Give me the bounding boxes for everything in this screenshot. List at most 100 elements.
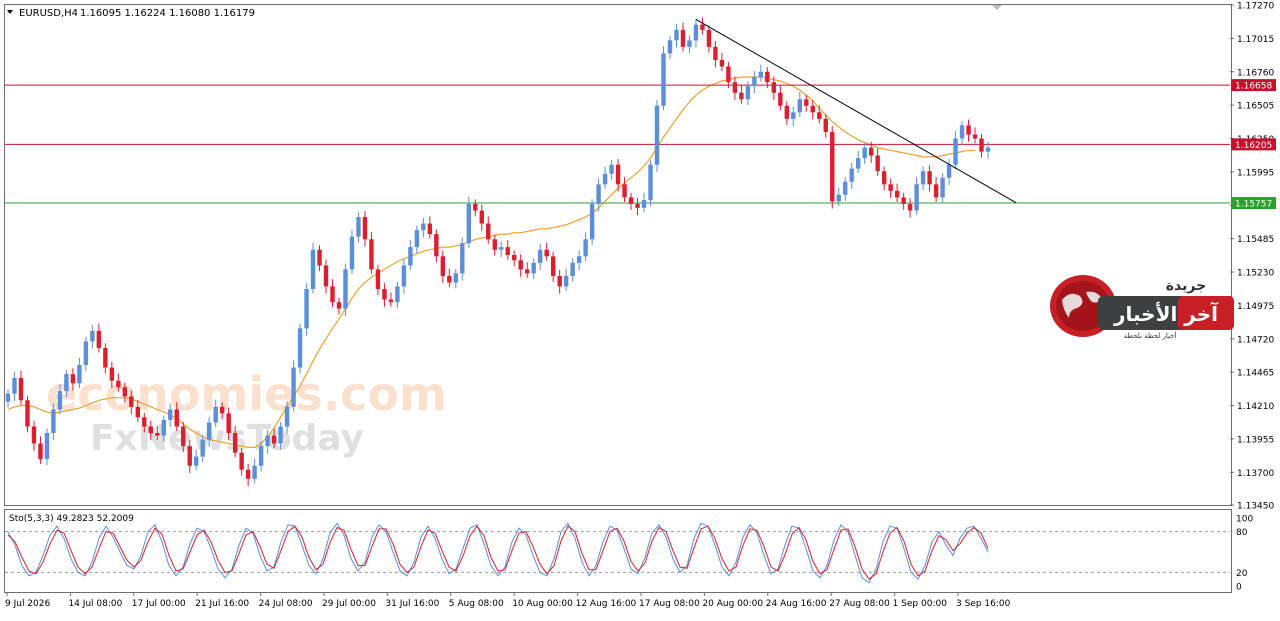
bull-candle	[589, 203, 595, 240]
bear-candle	[38, 443, 43, 460]
time-tick-label: 17 Aug 08:00	[639, 599, 700, 609]
stoch-tick-label: 20	[1236, 569, 1248, 579]
price-tick-label: 1.16760	[1237, 68, 1274, 78]
bear-candle	[109, 367, 115, 381]
bear-candle	[479, 210, 484, 224]
bull-candle	[213, 406, 218, 423]
bull-candle	[940, 177, 945, 198]
bull-candle	[349, 236, 355, 270]
bull-candle	[408, 247, 413, 266]
candles	[5, 17, 991, 487]
bear-candle	[129, 396, 134, 407]
time-tick-label: 3 Sep 16:00	[956, 599, 1011, 609]
bull-candle	[12, 378, 17, 394]
price-tick-label: 1.15485	[1237, 235, 1274, 245]
time-tick-label: 17 Jul 00:00	[132, 599, 186, 609]
scroll-marker-icon[interactable]	[992, 5, 1002, 10]
bear-candle	[868, 147, 874, 156]
bull-candle	[745, 86, 751, 100]
bull-candle	[57, 391, 63, 410]
symbol-label[interactable]: EURUSD,H4	[19, 8, 78, 19]
bull-candle	[563, 275, 569, 287]
bear-candle	[778, 92, 783, 106]
bull-candle	[797, 99, 802, 113]
symbol-dropdown-icon[interactable]	[7, 10, 13, 14]
bull-candle	[914, 184, 919, 211]
bear-candle	[271, 435, 277, 444]
bull-candle	[258, 446, 264, 466]
bear-candle	[765, 71, 770, 83]
bull-candle	[791, 112, 796, 119]
bear-candle	[174, 409, 179, 427]
bear-candle	[96, 330, 102, 348]
bear-candle	[544, 249, 549, 257]
bear-candle	[933, 184, 939, 198]
bull-candle	[310, 249, 316, 290]
price-tick-label: 1.16505	[1237, 102, 1274, 112]
bull-candle	[460, 243, 465, 274]
level-price-label: 1.16205	[1235, 141, 1272, 151]
bear-candle	[622, 184, 627, 198]
bear-candle	[330, 286, 335, 303]
bull-candle	[168, 409, 173, 420]
bear-candle	[706, 29, 712, 47]
bear-candle	[317, 249, 322, 266]
bear-candle	[810, 105, 815, 113]
bear-candle	[635, 203, 640, 208]
ohlc-values: 1.16095 1.16224 1.16080 1.16179	[80, 8, 255, 19]
bull-candle	[836, 194, 841, 202]
time-tick-label: 12 Aug 16:00	[576, 599, 637, 609]
price-tick-label: 1.17270	[1237, 2, 1274, 12]
level-price-tag	[1231, 138, 1276, 151]
bull-candle	[959, 125, 965, 139]
bear-candle	[232, 433, 238, 453]
time-tick-label: 31 Jul 16:00	[385, 599, 439, 609]
bull-candle	[291, 367, 296, 407]
price-tick-label: 1.15230	[1237, 269, 1274, 279]
bear-candle	[888, 184, 893, 191]
bear-candle	[375, 269, 381, 290]
time-tick-label: 10 Aug 00:00	[512, 599, 573, 609]
bear-candle	[239, 452, 244, 470]
bull-candle	[161, 419, 166, 436]
time-axis: 9 Jul 2026 14 Jul 08:00 17 Jul 00:00 21 Jul…	[5, 592, 1011, 609]
bear-candle	[719, 59, 725, 67]
bull-candle	[648, 164, 653, 201]
bear-candle	[550, 256, 556, 276]
time-tick-label: 24 Jul 08:00	[259, 599, 313, 609]
watermark-economies: economies.com	[46, 367, 447, 421]
bull-candle	[194, 456, 199, 466]
bull-candle	[284, 406, 290, 427]
bear-candle	[907, 203, 913, 211]
bear-candle	[369, 239, 374, 270]
stochastic-panel: Sto(5,3,3) 49.2823 52.2009 100 80 20 0	[5, 514, 1253, 593]
bear-candle	[70, 374, 76, 384]
bear-candle	[901, 197, 906, 204]
bull-candle	[466, 203, 471, 244]
bull-candle	[83, 341, 89, 365]
bull-candle	[499, 247, 504, 250]
bear-candle	[473, 203, 478, 211]
bull-candle	[395, 286, 400, 303]
bear-candle	[155, 433, 160, 436]
bull-candle	[5, 393, 11, 402]
bear-candle	[245, 469, 251, 479]
bear-candle	[927, 171, 932, 185]
bull-candle	[602, 173, 608, 185]
bear-candle	[518, 260, 523, 270]
time-tick-label: 21 Jul 16:00	[195, 599, 249, 609]
stoch-tick-label: 100	[1236, 515, 1253, 525]
price-tick-label: 1.13700	[1237, 469, 1274, 479]
stochastic-label: Sto(5,3,3) 49.2823 52.2009	[9, 514, 134, 524]
bear-candle	[525, 269, 530, 274]
bear-candle	[771, 82, 777, 93]
time-tick-label: 29 Jul 00:00	[322, 599, 376, 609]
bear-candle	[142, 417, 147, 427]
bull-candle	[849, 168, 854, 182]
horizontal-levels: 1.16658 1.16205 1.15757	[5, 79, 1276, 210]
bear-candle	[726, 66, 731, 83]
bear-candle	[804, 99, 809, 106]
bear-candle	[628, 197, 634, 204]
price-axis: 1.172701.170151.167601.165051.162501.159…	[1230, 2, 1274, 512]
